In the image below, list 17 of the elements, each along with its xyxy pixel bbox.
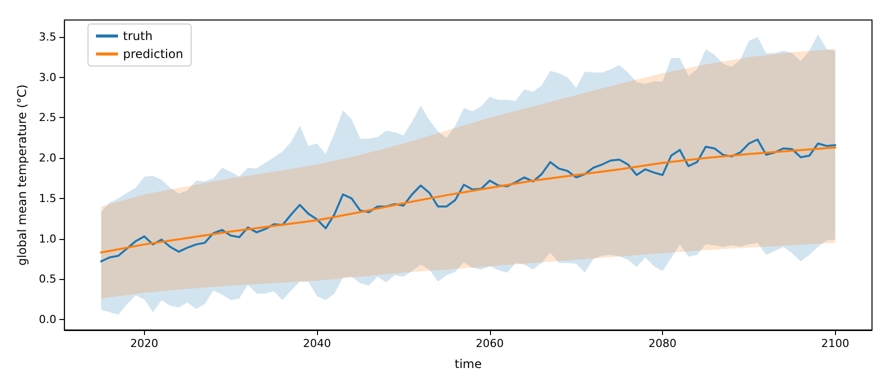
y-tick-label: 3.5 [38, 30, 56, 44]
x-tick-label: 2080 [648, 337, 677, 350]
y-tick-label: 1.0 [38, 232, 56, 246]
y-tick-label: 2.5 [38, 111, 56, 124]
x-tick-label: 2040 [303, 337, 332, 350]
x-tick-label: 2060 [476, 337, 504, 350]
x-axis-title: time [454, 357, 482, 371]
x-tick-label: 2100 [821, 337, 850, 350]
y-tick-label: 1.5 [38, 192, 56, 205]
x-tick-label: 2020 [130, 337, 158, 350]
y-tick-label: 3.0 [38, 70, 56, 84]
y-axis-title: global mean temperature (°C) [15, 84, 29, 266]
y-tick-label: 2.0 [38, 152, 56, 165]
y-tick-label: 0.0 [38, 313, 56, 326]
legend-label: prediction [123, 47, 184, 61]
legend-label: truth [123, 29, 153, 43]
y-tick-label: 0.5 [38, 272, 56, 286]
